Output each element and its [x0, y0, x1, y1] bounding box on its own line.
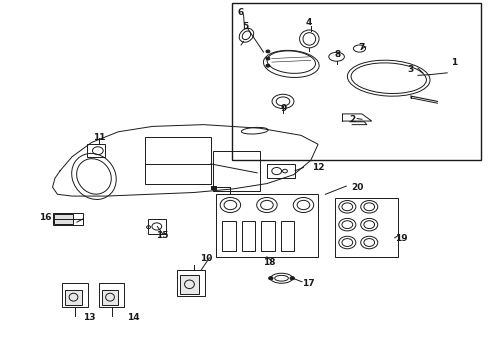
Text: 7: 7: [359, 43, 365, 52]
Bar: [335, 198, 398, 257]
Text: 14: 14: [126, 313, 139, 322]
Bar: [65, 290, 82, 305]
Text: 15: 15: [156, 231, 169, 240]
Text: 2: 2: [349, 115, 355, 124]
Bar: [242, 221, 255, 251]
Text: 17: 17: [302, 279, 315, 288]
Text: 9: 9: [281, 104, 287, 113]
Text: 11: 11: [93, 132, 105, 141]
Bar: [213, 152, 260, 191]
Bar: [261, 221, 275, 251]
Text: 13: 13: [83, 313, 96, 322]
Ellipse shape: [266, 50, 270, 53]
Bar: [147, 219, 166, 234]
Bar: [52, 213, 83, 225]
Text: 4: 4: [305, 18, 312, 27]
Ellipse shape: [269, 276, 273, 280]
Text: 8: 8: [335, 50, 341, 59]
Bar: [267, 164, 295, 178]
Bar: [222, 221, 236, 251]
Text: 12: 12: [312, 163, 324, 172]
Bar: [232, 3, 481, 160]
Text: 1: 1: [451, 58, 458, 67]
Text: 18: 18: [263, 258, 275, 267]
Bar: [62, 283, 88, 307]
Text: 19: 19: [394, 234, 407, 243]
Bar: [102, 290, 118, 305]
Text: 10: 10: [200, 254, 212, 263]
Ellipse shape: [266, 57, 270, 60]
Ellipse shape: [266, 64, 270, 67]
Text: 3: 3: [408, 65, 414, 74]
Text: 16: 16: [39, 213, 51, 222]
Bar: [145, 137, 211, 184]
Bar: [99, 283, 124, 307]
Bar: [216, 194, 318, 257]
Text: 20: 20: [351, 183, 363, 192]
Bar: [87, 144, 105, 157]
Bar: [180, 275, 199, 294]
Ellipse shape: [290, 276, 294, 280]
Text: 6: 6: [237, 8, 243, 17]
Bar: [281, 221, 294, 251]
Bar: [54, 214, 74, 224]
Bar: [177, 270, 205, 296]
Text: 5: 5: [242, 22, 248, 31]
